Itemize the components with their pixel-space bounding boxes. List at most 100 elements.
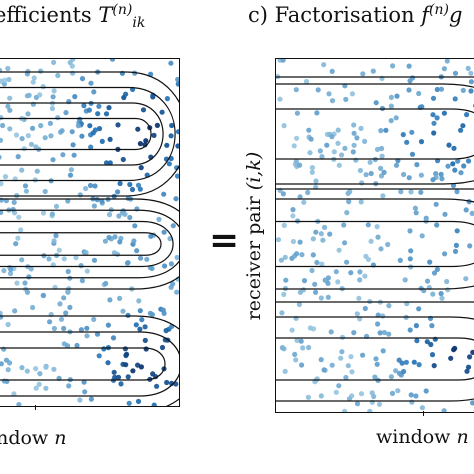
scatter-dot — [79, 278, 85, 284]
scatter-dot — [331, 149, 337, 155]
scatter-dot — [305, 189, 311, 196]
scatter-dot — [373, 100, 379, 106]
scatter-dot — [470, 400, 474, 406]
scatter-dot — [162, 263, 168, 269]
scatter-dot — [429, 323, 435, 329]
scatter-dot — [78, 263, 84, 269]
scatter-dot — [0, 361, 4, 367]
panel-c-y-axis-label-var: (i,k) — [243, 151, 265, 191]
contour-line — [0, 331, 179, 397]
scatter-dot — [88, 144, 94, 150]
scatter-dot — [129, 186, 136, 193]
scatter-dot — [434, 266, 440, 272]
scatter-dot — [358, 391, 365, 397]
scatter-dot — [150, 371, 156, 377]
scatter-dot — [142, 324, 148, 330]
scatter-dot — [378, 246, 384, 252]
scatter-dot — [354, 311, 360, 317]
scatter-dot — [24, 368, 30, 374]
coefficients-panel — [0, 58, 180, 407]
scatter-dot — [373, 356, 379, 362]
panel-b-title-text: efficients — [0, 3, 99, 27]
scatter-dot — [452, 70, 459, 76]
scatter-dot — [88, 80, 94, 86]
scatter-dot — [48, 133, 54, 139]
contour-line — [276, 108, 474, 160]
scatter-dot — [348, 354, 354, 360]
scatter-dot — [301, 278, 308, 284]
scatter-dot — [308, 136, 314, 142]
scatter-dot — [314, 110, 320, 116]
scatter-dot — [309, 169, 315, 175]
scatter-dot — [13, 241, 19, 247]
scatter-dot — [416, 90, 422, 97]
scatter-dot — [365, 222, 371, 228]
scatter-dot — [408, 189, 414, 195]
scatter-dot — [6, 76, 12, 83]
scatter-dot — [375, 321, 381, 327]
scatter-dot — [357, 269, 363, 275]
scatter-dot — [442, 211, 448, 217]
scatter-dot — [74, 342, 80, 349]
scatter-dot — [319, 261, 325, 267]
scatter-dot — [296, 301, 302, 308]
scatter-dot — [168, 284, 174, 290]
scatter-dot — [2, 174, 9, 180]
scatter-dot — [328, 329, 334, 335]
scatter-dot — [279, 345, 285, 351]
scatter-dot — [101, 346, 107, 352]
scatter-dot — [368, 238, 374, 244]
scatter-dot — [343, 374, 349, 381]
scatter-dot — [154, 383, 160, 389]
scatter-dot — [130, 368, 136, 374]
scatter-dot — [26, 274, 32, 280]
scatter-dot — [19, 167, 25, 173]
scatter-dot — [38, 68, 44, 74]
scatter-dot — [37, 92, 43, 98]
scatter-dot — [282, 254, 288, 260]
scatter-dot — [343, 96, 349, 102]
scatter-dot — [407, 256, 413, 262]
panel-c-title-text: c) Factorisation — [248, 3, 422, 27]
contour-line — [0, 71, 179, 197]
scatter-dot — [61, 295, 67, 301]
scatter-dot — [133, 322, 139, 328]
scatter-dot — [413, 393, 419, 399]
scatter-dot — [124, 351, 130, 357]
scatter-dot — [336, 383, 342, 389]
scatter-dot — [137, 141, 143, 147]
scatter-dot — [386, 331, 392, 337]
scatter-dot — [428, 341, 434, 348]
scatter-dot — [408, 392, 414, 398]
scatter-dot — [51, 325, 58, 332]
scatter-dot — [351, 330, 357, 336]
scatter-dot — [414, 338, 420, 344]
scatter-dot — [371, 393, 377, 400]
scatter-dot — [143, 138, 149, 144]
scatter-dot — [414, 162, 420, 168]
scatter-dot — [0, 209, 4, 215]
scatter-dot — [460, 87, 466, 93]
scatter-dot — [173, 196, 179, 202]
scatter-dot — [465, 364, 472, 370]
scatter-dot — [469, 210, 474, 216]
scatter-dot — [434, 86, 440, 93]
contour-line — [0, 232, 162, 256]
scatter-dot — [393, 368, 399, 374]
scatter-dot — [454, 189, 460, 195]
scatter-dot — [468, 88, 474, 94]
scatter-dot — [335, 279, 341, 285]
scatter-dot — [336, 247, 342, 253]
panel-c-title-f: f — [421, 3, 429, 27]
scatter-dot — [372, 374, 378, 380]
scatter-dot — [377, 330, 383, 336]
scatter-dot — [107, 297, 113, 303]
scatter-dot — [388, 118, 394, 124]
scatter-dot — [143, 346, 149, 352]
scatter-dot — [301, 199, 307, 205]
scatter-dot — [468, 79, 474, 85]
scatter-dot — [51, 59, 57, 65]
scatter-dot — [378, 165, 384, 171]
scatter-dot — [349, 369, 355, 375]
scatter-dot — [159, 344, 166, 351]
